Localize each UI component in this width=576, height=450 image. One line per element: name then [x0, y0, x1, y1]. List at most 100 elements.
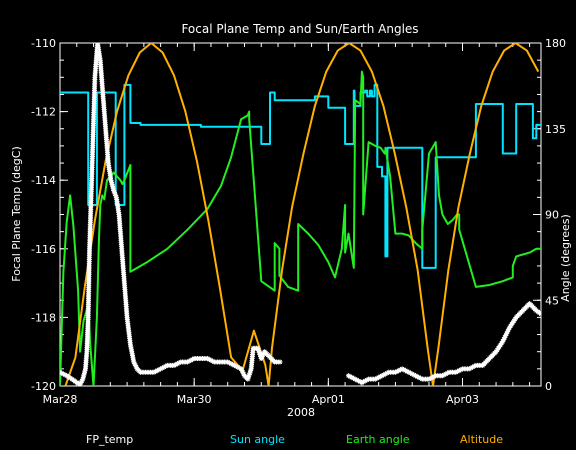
- fp-temp-point: [109, 179, 115, 185]
- fp-temp-point: [248, 368, 254, 374]
- fp-temp-point: [80, 376, 86, 382]
- fp-temp-point: [153, 368, 159, 374]
- fp-temp-point: [176, 360, 182, 366]
- fp-temp-point: [158, 366, 164, 372]
- fp-temp-point: [444, 370, 450, 376]
- fp-temp-point: [466, 366, 472, 372]
- fp-temp-point: [381, 372, 387, 378]
- fp-temp-point: [77, 381, 83, 386]
- altitude-line: [64, 43, 540, 386]
- fp-temp-point: [399, 366, 405, 372]
- fp-temp-point: [454, 368, 460, 374]
- fp-temp-point: [258, 356, 264, 362]
- fp-temp-point: [241, 371, 247, 377]
- fp-temp-point: [236, 365, 242, 371]
- x-tick-label: Apr03: [446, 393, 479, 406]
- fp-temp-point: [506, 327, 512, 333]
- fp-temp-point: [377, 374, 383, 380]
- fp-temp-point: [246, 374, 252, 380]
- fp-temp-point: [154, 368, 160, 374]
- fp-temp-point: [500, 338, 506, 344]
- fp-temp-point: [257, 351, 263, 357]
- plot-frame: [59, 42, 542, 387]
- fp-temp-point: [112, 191, 118, 197]
- x-axis-label: 2008: [287, 406, 315, 419]
- y-tick-label: -118: [31, 311, 56, 324]
- fp-temp-point: [361, 379, 367, 385]
- fp-temp-point: [259, 354, 265, 360]
- fp-temp-point: [428, 375, 434, 381]
- fp-temp-point: [173, 362, 179, 368]
- fp-temp-point: [186, 358, 192, 364]
- fp-temp-point: [255, 345, 261, 351]
- fp-temp-point: [210, 358, 216, 364]
- fp-temp-point: [261, 350, 267, 356]
- fp-temp-point: [402, 368, 408, 374]
- fp-temp-point: [111, 189, 117, 195]
- fp-temp-point: [362, 378, 368, 384]
- fp-temp-point: [78, 380, 84, 386]
- fp-temp-point: [376, 374, 382, 380]
- legend-item-altitude: Altitude: [460, 433, 503, 446]
- fp-temp-point: [240, 369, 246, 375]
- fp-temp-point: [260, 352, 266, 358]
- fp-temp-point: [505, 329, 511, 335]
- fp-temp-point: [60, 371, 66, 377]
- plot-area: -110 -112 -114 -116 -118 -120 180 135 90 45 0 Mar28…: [31, 37, 566, 406]
- fp-temp-point: [277, 359, 283, 365]
- fp-temp-point: [372, 376, 378, 382]
- fp-temp-point: [132, 361, 138, 367]
- fp-temp-point: [206, 356, 212, 362]
- y2-tick-label: 45: [545, 294, 559, 307]
- fp-temp-point: [456, 368, 462, 374]
- y-tick-label: -114: [31, 174, 56, 187]
- fp-temp-point: [235, 364, 241, 370]
- fp-temp-point: [184, 359, 190, 365]
- fp-temp-point: [131, 359, 137, 365]
- earth-angle-line: [60, 70, 541, 386]
- fp-temp-point: [246, 372, 252, 378]
- fp-temp-point: [441, 372, 447, 378]
- fp-temp-point: [404, 368, 410, 374]
- fp-temp-point: [503, 333, 509, 339]
- fp-temp-point: [439, 373, 445, 379]
- fp-temp-point: [426, 376, 432, 382]
- fp-temp-point: [256, 349, 262, 355]
- fp-temp-point: [470, 364, 476, 370]
- fp-temp-point: [411, 372, 417, 378]
- fp-temp-point: [382, 371, 388, 377]
- fp-temp-point: [350, 375, 356, 381]
- fp-temp-point: [151, 369, 157, 375]
- fp-temp-point: [156, 367, 162, 373]
- y2-tick-label: 90: [545, 209, 559, 222]
- fp-temp-point: [108, 177, 114, 183]
- y2-tick-label: 180: [545, 37, 566, 50]
- fp-temp-point: [111, 187, 117, 193]
- fp-temp-point: [133, 364, 139, 370]
- fp-temp-point: [80, 374, 86, 380]
- fp-temp-point: [208, 357, 214, 363]
- fp-temp-point: [161, 364, 167, 370]
- fp-temp-point: [458, 367, 464, 373]
- fp-temp-point: [75, 380, 81, 386]
- fp-temp-point: [238, 366, 244, 372]
- fp-temp-point: [81, 370, 87, 376]
- fp-temp-point: [384, 370, 390, 376]
- y2-tick-label: 0: [545, 380, 552, 393]
- fp-temp-point: [110, 183, 116, 189]
- x-tick-label: Mar28: [43, 393, 78, 406]
- fp-temp-point: [113, 193, 119, 199]
- fp-temp-point: [60, 370, 65, 376]
- y-axis-label: Focal Plane Temp (degC): [10, 146, 23, 281]
- fp-temp-point: [109, 181, 115, 187]
- fp-temp-point: [396, 368, 402, 374]
- fp-temp-point: [414, 374, 420, 380]
- fp-temp-point: [468, 365, 474, 371]
- fp-temp-point: [189, 356, 195, 362]
- fp-temp-point: [502, 334, 508, 340]
- fp-temp-point: [188, 357, 194, 363]
- fp-temp-point: [226, 360, 232, 366]
- fp-temp-point: [256, 347, 262, 353]
- y-tick-label: -112: [31, 106, 56, 119]
- sun-angle-line: [60, 83, 541, 269]
